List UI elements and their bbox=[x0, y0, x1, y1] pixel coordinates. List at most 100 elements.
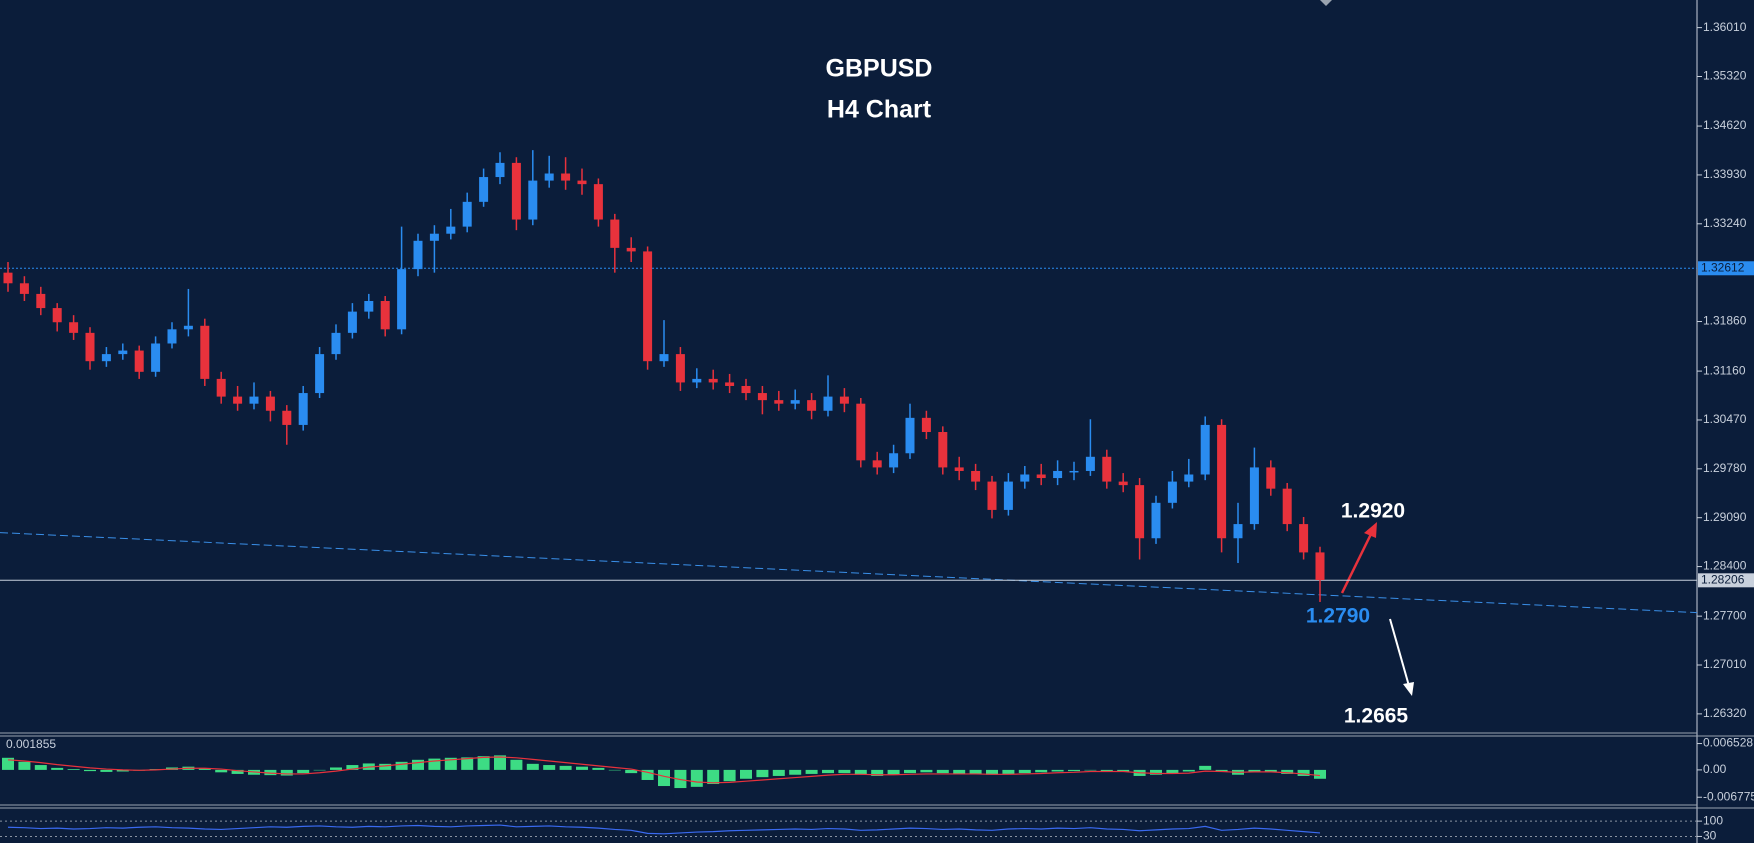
y-tick-label: 1.29780 bbox=[1703, 461, 1747, 475]
histogram-bar bbox=[740, 769, 752, 779]
histogram-bar bbox=[1051, 769, 1064, 772]
candle-body bbox=[249, 396, 259, 404]
candle-body bbox=[1266, 467, 1276, 489]
histogram-bar bbox=[559, 765, 572, 770]
histogram-bar bbox=[1084, 769, 1097, 771]
histogram-bar bbox=[1215, 769, 1228, 772]
histogram-bar bbox=[1281, 769, 1294, 774]
histogram-bar bbox=[100, 769, 113, 772]
candle-body bbox=[1069, 470, 1079, 473]
histogram-bar bbox=[1100, 769, 1113, 772]
histogram-bar bbox=[854, 769, 867, 775]
candle-body bbox=[1102, 456, 1112, 482]
histogram-bar bbox=[756, 769, 769, 778]
candle-body bbox=[725, 382, 735, 386]
histogram-bar bbox=[772, 769, 785, 776]
y-tick-label: 1.34620 bbox=[1703, 118, 1747, 132]
histogram-bar bbox=[264, 769, 277, 776]
histogram-bar bbox=[953, 769, 966, 774]
candle-body bbox=[85, 332, 95, 362]
candle-body bbox=[659, 354, 669, 362]
y-tick-label: 0.00 bbox=[1703, 762, 1727, 776]
y-tick-label: -0.006775 bbox=[1703, 789, 1754, 803]
arrow-up bbox=[1340, 531, 1374, 594]
histogram-bar bbox=[2, 757, 14, 770]
candle-body bbox=[200, 325, 210, 379]
shift-marker bbox=[1320, 0, 1332, 6]
candle-body bbox=[1003, 481, 1013, 510]
histogram-bar bbox=[231, 769, 244, 774]
histogram-bar bbox=[969, 769, 982, 774]
candle-body bbox=[1085, 456, 1095, 471]
y-tick-label: 30 bbox=[1703, 829, 1717, 843]
candle-body bbox=[708, 378, 718, 383]
histogram-bar bbox=[1035, 769, 1048, 773]
candle-body bbox=[839, 396, 849, 404]
histogram-bar bbox=[986, 769, 998, 775]
price-label: 1.32612 bbox=[1701, 260, 1745, 274]
candle-body bbox=[298, 393, 308, 425]
histogram-bar bbox=[1150, 769, 1162, 775]
candle-body bbox=[52, 308, 62, 323]
histogram-bar bbox=[576, 766, 588, 770]
histogram-bar bbox=[1117, 769, 1130, 772]
candle-body bbox=[577, 180, 587, 185]
y-tick-label: 1.27010 bbox=[1703, 657, 1747, 671]
y-tick-label: 1.33240 bbox=[1703, 216, 1747, 230]
histogram-bar bbox=[67, 769, 80, 770]
y-tick-label: 1.33930 bbox=[1703, 167, 1747, 181]
candle-body bbox=[921, 417, 931, 433]
candle-body bbox=[757, 393, 767, 401]
annotation: 1.2790 bbox=[1306, 605, 1370, 628]
price-label-box bbox=[1698, 261, 1754, 276]
candle-body bbox=[1299, 524, 1309, 553]
candle-body bbox=[265, 396, 275, 411]
candle-body bbox=[856, 403, 866, 461]
candle-body bbox=[1217, 424, 1227, 539]
candle-body bbox=[1151, 502, 1161, 539]
candle-body bbox=[397, 269, 407, 330]
candle-body bbox=[823, 396, 833, 411]
plot-layer: 1.36010 1.35320 1.34620 1.33930 1.33240 1.318… bbox=[0, 20, 1754, 843]
candle-body bbox=[626, 247, 636, 252]
histogram-bar bbox=[428, 758, 441, 770]
y-tick-label: 1.31160 bbox=[1703, 363, 1746, 377]
candle-body bbox=[1249, 467, 1259, 525]
candle-body bbox=[413, 240, 423, 270]
candle-body bbox=[233, 396, 243, 404]
candle-body bbox=[216, 378, 226, 397]
candle-body bbox=[889, 453, 899, 468]
candle-body bbox=[1184, 474, 1194, 482]
candle-body bbox=[429, 233, 439, 241]
histogram-bar bbox=[34, 765, 47, 770]
candle-body bbox=[151, 343, 161, 372]
signal-line bbox=[7, 756, 1321, 784]
candle-body bbox=[872, 460, 882, 468]
histogram-bar bbox=[822, 769, 834, 774]
candle-body bbox=[528, 180, 538, 220]
candle-body bbox=[101, 354, 111, 362]
price-label: 1.28206 bbox=[1701, 572, 1745, 586]
histogram-bar bbox=[198, 768, 211, 770]
candle-body bbox=[315, 354, 325, 394]
histogram-bar bbox=[920, 769, 933, 773]
candle-body bbox=[741, 385, 751, 394]
y-tick-label: 1.27700 bbox=[1703, 608, 1747, 622]
candle-body bbox=[692, 378, 702, 383]
indicator-value: 0.001855 bbox=[6, 737, 56, 751]
histogram-bar bbox=[1248, 769, 1261, 772]
y-tick-label: 1.29090 bbox=[1703, 510, 1747, 524]
candle-body bbox=[593, 184, 603, 220]
histogram-bar bbox=[346, 765, 359, 770]
candle-body bbox=[19, 283, 29, 294]
histogram-bar bbox=[84, 769, 96, 772]
candle-body bbox=[643, 251, 653, 362]
histogram-bar bbox=[1166, 769, 1179, 774]
histogram-bar bbox=[608, 769, 621, 771]
histogram-bar bbox=[461, 757, 474, 770]
candle-body bbox=[446, 226, 456, 234]
histogram-bar bbox=[723, 769, 736, 782]
histogram-bar bbox=[904, 769, 916, 774]
